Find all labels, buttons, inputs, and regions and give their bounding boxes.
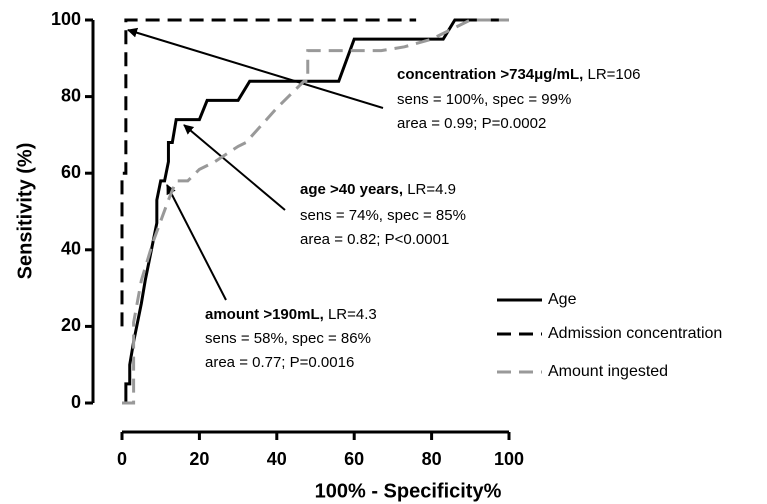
x-tick-label: 0 bbox=[117, 449, 127, 469]
arrow bbox=[127, 27, 384, 109]
annotation: concentration >734μg/mL, LR=106 sens = 1… bbox=[127, 27, 640, 132]
x-tick-label: 100 bbox=[494, 449, 524, 469]
legend-label: Amount ingested bbox=[548, 363, 668, 380]
legend-label: Admission concentration bbox=[548, 325, 722, 342]
y-tick-label: 20 bbox=[61, 315, 81, 335]
annotation-bold: age >40 years, bbox=[300, 181, 403, 198]
x-tick-label: 40 bbox=[267, 449, 287, 469]
y-tick-label: 80 bbox=[61, 85, 81, 105]
y-tick-label: 40 bbox=[61, 239, 81, 259]
y-tick-label: 100 bbox=[51, 9, 81, 29]
roc-line bbox=[122, 18, 509, 405]
annotation: age >40 years, LR=4.9 sens = 74%, spec =… bbox=[183, 124, 466, 248]
annotation-title: concentration >734μg/mL, LR=106 bbox=[397, 66, 640, 83]
roc-line bbox=[120, 18, 417, 327]
y-tick-label: 60 bbox=[61, 162, 81, 182]
annotation-line: sens = 58%, spec = 86% bbox=[205, 330, 371, 347]
x-tick-label: 80 bbox=[422, 449, 442, 469]
annotation-lr: LR=4.9 bbox=[407, 181, 456, 198]
annotation-line: sens = 100%, spec = 99% bbox=[397, 91, 571, 108]
annotation-line: area = 0.82; P<0.0001 bbox=[300, 231, 449, 248]
annotation-line: sens = 74%, spec = 85% bbox=[300, 207, 466, 224]
annotation-line: area = 0.99; P=0.0002 bbox=[397, 115, 546, 132]
annotation-lr: LR=106 bbox=[587, 66, 640, 83]
y-axis-label: Sensitivity (%) bbox=[14, 143, 36, 280]
legend-label: Age bbox=[548, 291, 577, 308]
x-tick-label: 60 bbox=[344, 449, 364, 469]
arrow bbox=[166, 184, 227, 301]
x-tick-label: 20 bbox=[189, 449, 209, 469]
arrow bbox=[183, 124, 286, 211]
x-axis-label: 100% - Specificity% bbox=[315, 480, 502, 502]
y-tick-label: 0 bbox=[71, 392, 81, 412]
annotation-lr: LR=4.3 bbox=[328, 306, 377, 323]
annotation-title: age >40 years, LR=4.9 bbox=[300, 181, 456, 198]
annotation-bold: amount >190mL, bbox=[205, 306, 324, 323]
annotation-bold: concentration >734μg/mL, bbox=[397, 66, 583, 83]
annotation-title: amount >190mL, LR=4.3 bbox=[205, 306, 377, 323]
roc-line bbox=[122, 18, 509, 405]
annotation-line: area = 0.77; P=0.0016 bbox=[205, 354, 354, 371]
annotation: amount >190mL, LR=4.3 sens = 58%, spec =… bbox=[166, 184, 377, 371]
